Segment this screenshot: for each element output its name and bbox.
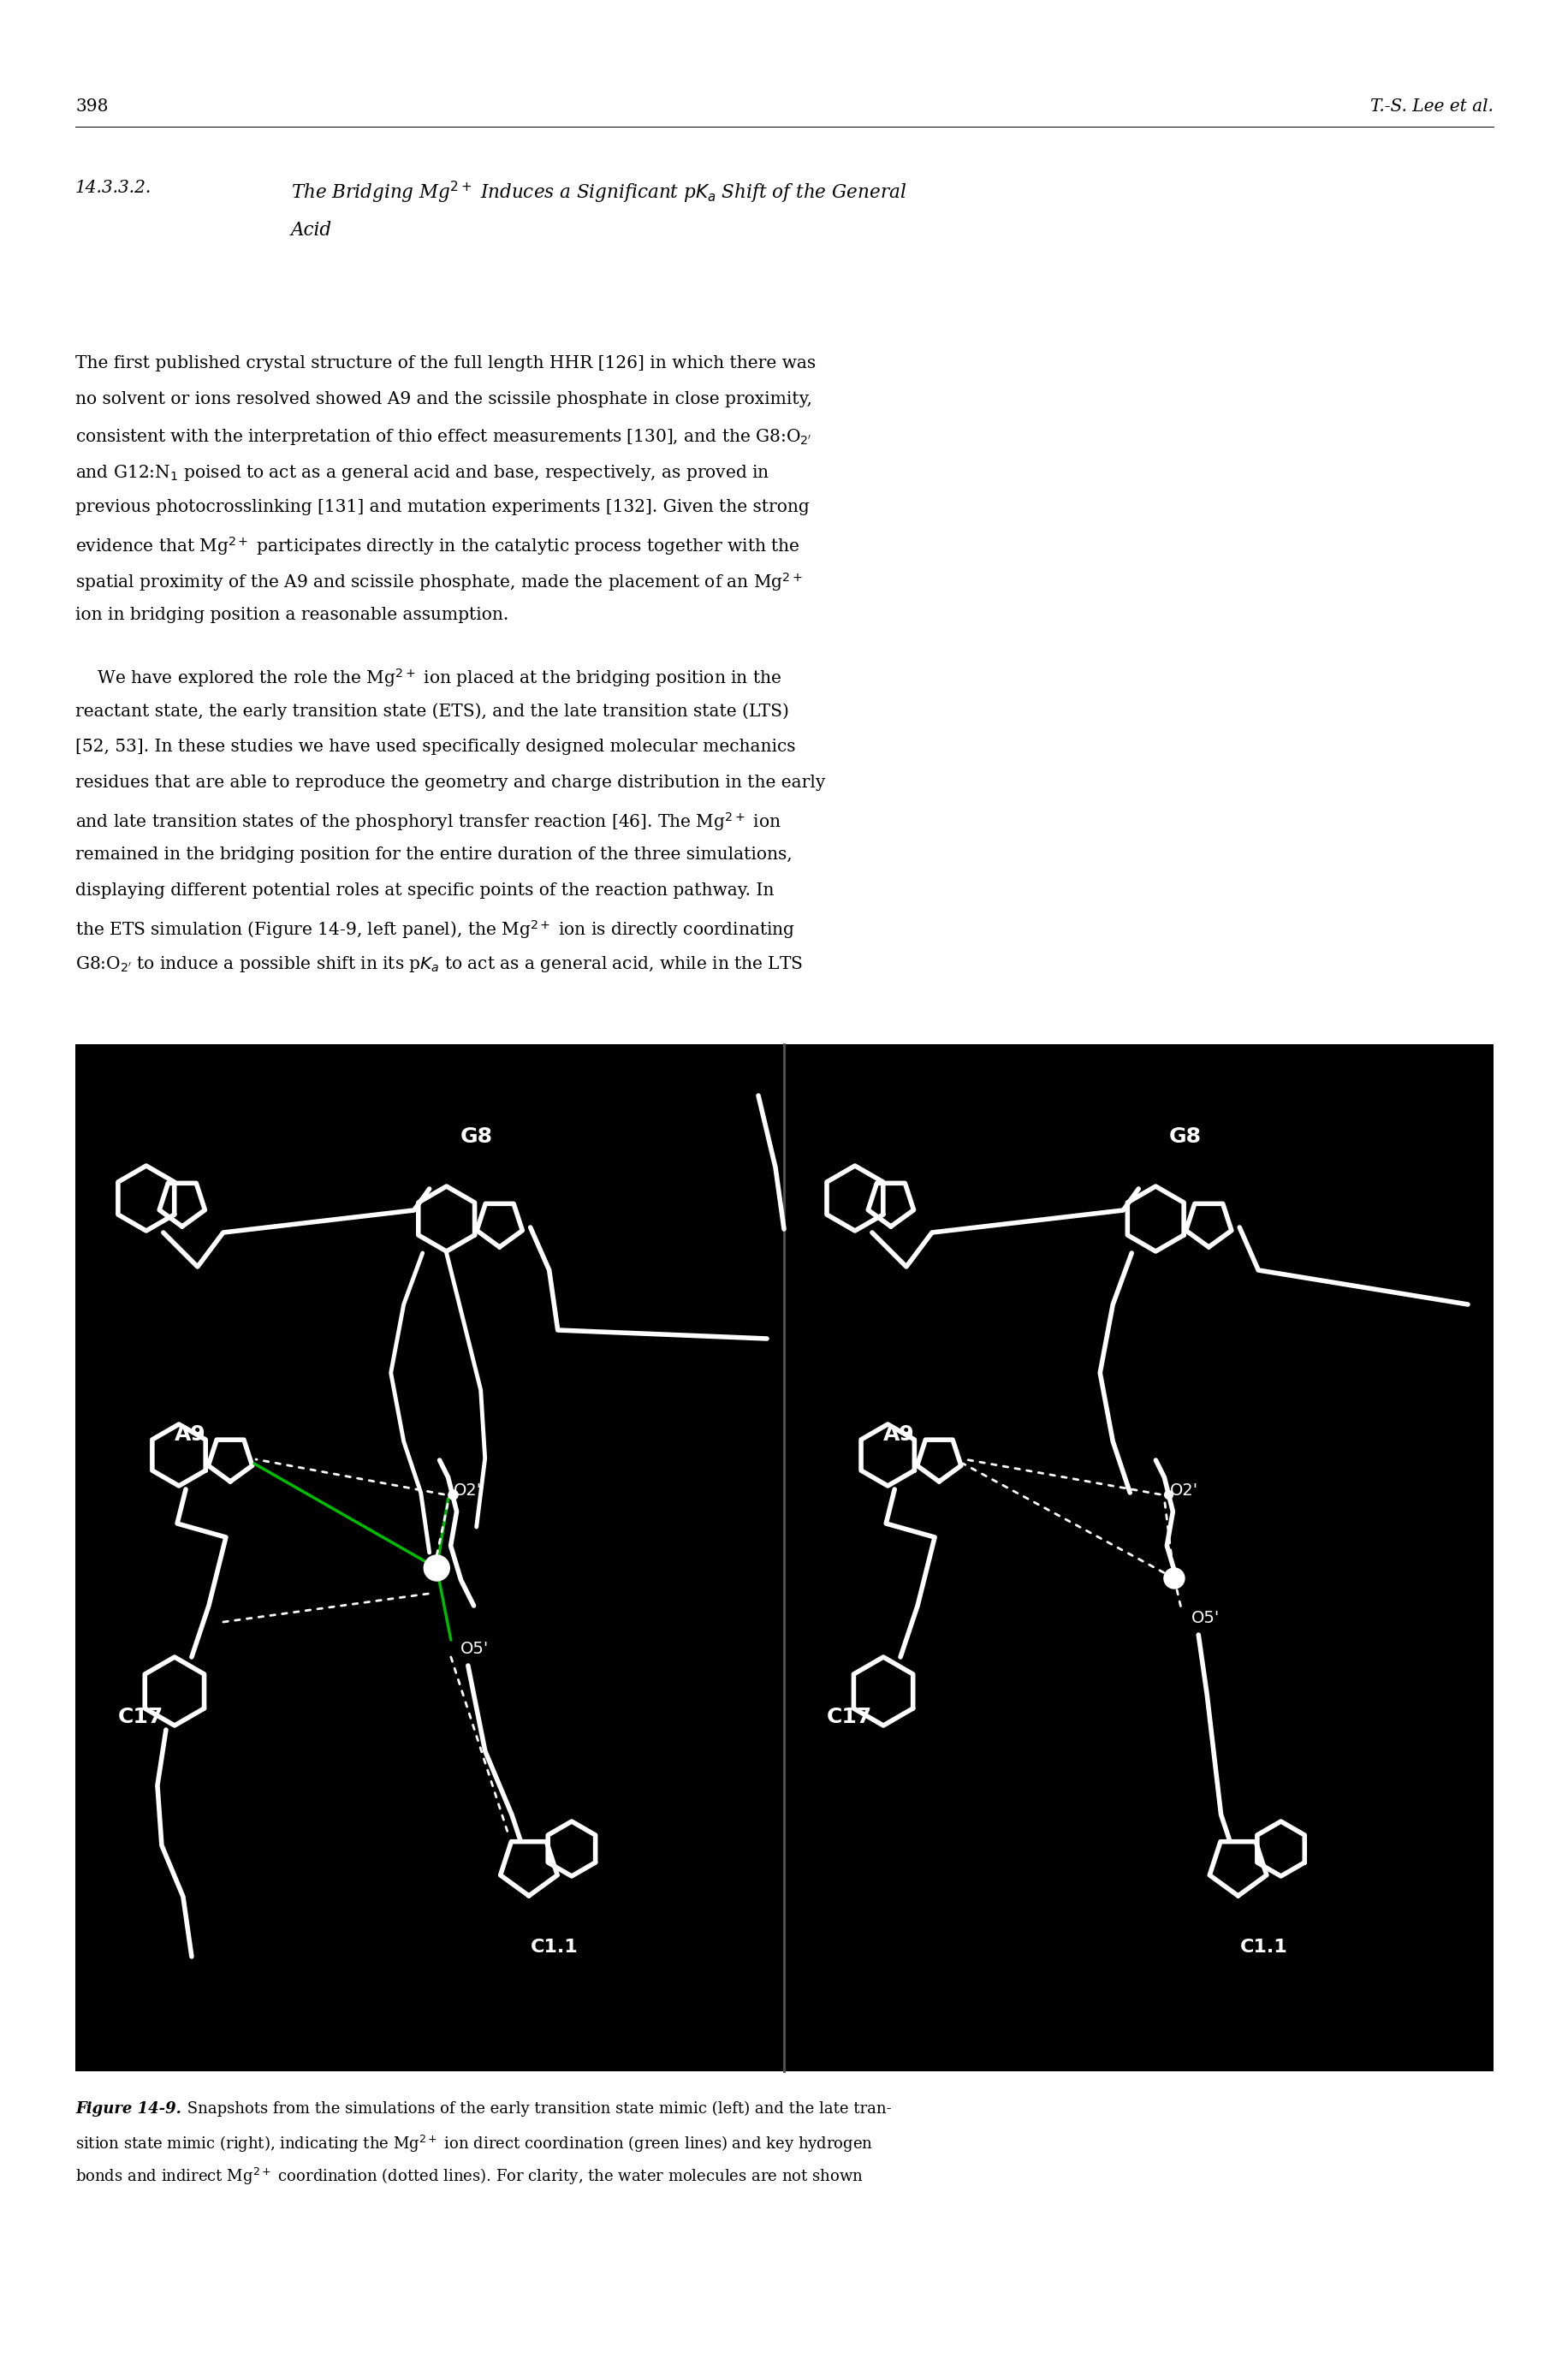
Text: no solvent or ions resolved showed A9 and the scissile phosphate in close proxim: no solvent or ions resolved showed A9 an… <box>75 392 812 406</box>
Text: ion in bridging position a reasonable assumption.: ion in bridging position a reasonable as… <box>75 606 508 623</box>
Text: and late transition states of the phosphoryl transfer reaction [46]. The Mg$^{2+: and late transition states of the phosph… <box>75 810 781 832</box>
Bar <box>75 1043 1494 2072</box>
Text: sition state mimic (right), indicating the Mg$^{2+}$ ion direct coordination (gr: sition state mimic (right), indicating t… <box>75 2134 873 2155</box>
Text: remained in the bridging position for the entire duration of the three simulatio: remained in the bridging position for th… <box>75 846 792 862</box>
Text: the ETS simulation (Figure 14-9, left panel), the Mg$^{2+}$ ion is directly coor: the ETS simulation (Figure 14-9, left pa… <box>75 920 795 941</box>
Text: C17: C17 <box>118 1706 163 1727</box>
Text: [52, 53]. In these studies we have used specifically designed molecular mechanic: [52, 53]. In these studies we have used … <box>75 739 795 756</box>
Text: O5': O5' <box>1192 1609 1220 1625</box>
Text: O2': O2' <box>453 1483 481 1499</box>
Circle shape <box>1163 1568 1184 1590</box>
Text: A9: A9 <box>883 1423 914 1445</box>
Text: T.-S. Lee et al.: T.-S. Lee et al. <box>1370 97 1494 114</box>
Text: G8: G8 <box>459 1126 492 1148</box>
Text: residues that are able to reproduce the geometry and charge distribution in the : residues that are able to reproduce the … <box>75 775 825 791</box>
Text: G8:O$_{2'}$ to induce a possible shift in its p$K_a$ to act as a general acid, w: G8:O$_{2'}$ to induce a possible shift i… <box>75 955 803 974</box>
Text: Figure 14-9.: Figure 14-9. <box>75 2100 182 2117</box>
Text: Acid: Acid <box>292 221 332 240</box>
Text: previous photocrosslinking [131] and mutation experiments [132]. Given the stron: previous photocrosslinking [131] and mut… <box>75 499 809 516</box>
Text: evidence that Mg$^{2+}$ participates directly in the catalytic process together : evidence that Mg$^{2+}$ participates dir… <box>75 535 800 556</box>
Text: and G12:N$_1$ poised to act as a general acid and base, respectively, as proved : and G12:N$_1$ poised to act as a general… <box>75 463 770 482</box>
Text: The first published crystal structure of the full length HHR [126] in which ther: The first published crystal structure of… <box>75 354 815 371</box>
Text: bonds and indirect Mg$^{2+}$ coordination (dotted lines). For clarity, the water: bonds and indirect Mg$^{2+}$ coordinatio… <box>75 2167 864 2186</box>
Text: 14.3.3.2.: 14.3.3.2. <box>75 181 152 195</box>
Text: A9: A9 <box>174 1423 205 1445</box>
Circle shape <box>423 1556 450 1580</box>
Text: C17: C17 <box>826 1706 872 1727</box>
Text: displaying different potential roles at specific points of the reaction pathway.: displaying different potential roles at … <box>75 881 775 898</box>
Text: consistent with the interpretation of thio effect measurements [130], and the G8: consistent with the interpretation of th… <box>75 428 812 447</box>
Text: Snapshots from the simulations of the early transition state mimic (left) and th: Snapshots from the simulations of the ea… <box>182 2100 892 2117</box>
Text: C1.1: C1.1 <box>1240 1939 1287 1955</box>
Text: C1.1: C1.1 <box>530 1939 579 1955</box>
Text: The Bridging Mg$^{2+}$ Induces a Significant p$K_a$ Shift of the General: The Bridging Mg$^{2+}$ Induces a Signifi… <box>292 181 906 207</box>
Text: O5': O5' <box>461 1639 489 1656</box>
Text: spatial proximity of the A9 and scissile phosphate, made the placement of an Mg$: spatial proximity of the A9 and scissile… <box>75 570 803 594</box>
Text: We have explored the role the Mg$^{2+}$ ion placed at the bridging position in t: We have explored the role the Mg$^{2+}$ … <box>75 668 781 689</box>
Text: reactant state, the early transition state (ETS), and the late transition state : reactant state, the early transition sta… <box>75 703 789 720</box>
Text: G8: G8 <box>1170 1126 1203 1148</box>
Text: 398: 398 <box>75 97 108 114</box>
Text: O2': O2' <box>1170 1483 1198 1499</box>
